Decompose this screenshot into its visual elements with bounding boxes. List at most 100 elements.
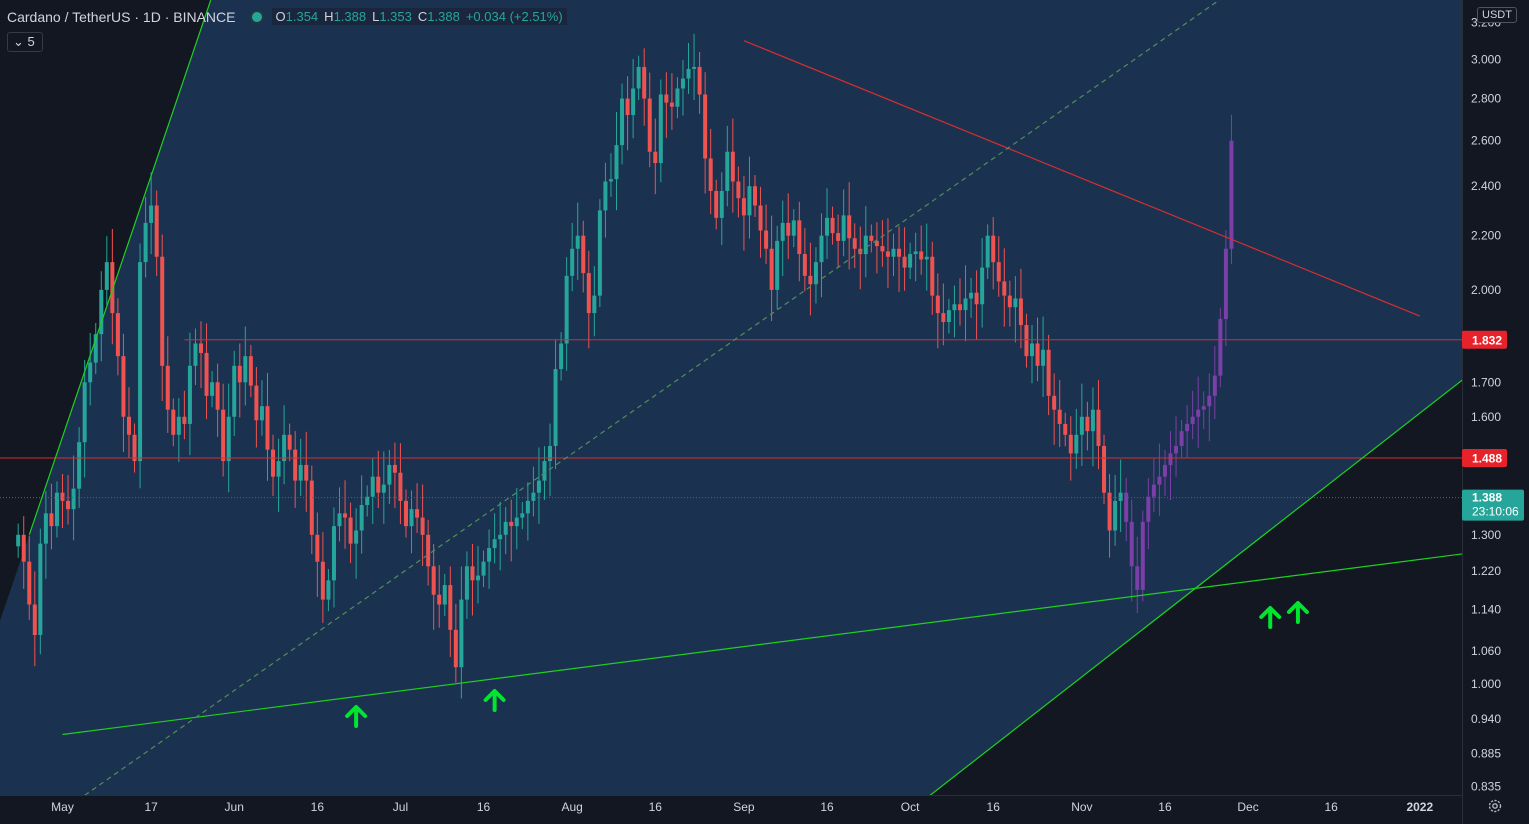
candle[interactable]: [503, 506, 508, 555]
candle[interactable]: [797, 201, 802, 282]
candle[interactable]: [315, 512, 320, 597]
candle[interactable]: [548, 423, 553, 497]
candle[interactable]: [448, 566, 453, 657]
candle[interactable]: [708, 128, 713, 215]
candle[interactable]: [387, 449, 392, 504]
candle[interactable]: [1146, 478, 1151, 550]
trendline[interactable]: [62, 551, 1483, 736]
candle[interactable]: [1185, 405, 1190, 459]
candle[interactable]: [149, 172, 154, 255]
candle[interactable]: [736, 166, 741, 218]
candle[interactable]: [71, 455, 76, 541]
candle[interactable]: [77, 427, 82, 508]
candle[interactable]: [924, 223, 929, 291]
candle[interactable]: [730, 118, 735, 213]
candle[interactable]: [293, 431, 298, 508]
candle[interactable]: [1151, 458, 1156, 513]
candle[interactable]: [1135, 536, 1140, 614]
candle[interactable]: [193, 328, 198, 386]
candle[interactable]: [376, 450, 381, 509]
candle[interactable]: [1085, 401, 1090, 451]
candle[interactable]: [791, 209, 796, 248]
candle[interactable]: [437, 565, 442, 628]
candle[interactable]: [564, 257, 569, 371]
candle[interactable]: [276, 438, 281, 512]
candle[interactable]: [830, 206, 835, 245]
candle[interactable]: [442, 573, 447, 617]
candle[interactable]: [813, 247, 818, 304]
candle[interactable]: [642, 48, 647, 126]
candle[interactable]: [309, 465, 314, 555]
candle[interactable]: [719, 172, 724, 246]
candle[interactable]: [298, 439, 303, 496]
candle[interactable]: [254, 366, 259, 448]
candle[interactable]: [1063, 412, 1068, 447]
candle[interactable]: [110, 229, 115, 345]
candle[interactable]: [669, 73, 674, 130]
candle[interactable]: [1074, 408, 1079, 469]
candle[interactable]: [459, 566, 464, 699]
candle[interactable]: [431, 543, 436, 630]
candle[interactable]: [647, 72, 652, 168]
candle[interactable]: [935, 273, 940, 349]
candle[interactable]: [21, 516, 26, 589]
candle[interactable]: [121, 333, 126, 452]
candle[interactable]: [1157, 443, 1162, 516]
candle[interactable]: [980, 238, 985, 328]
candle[interactable]: [237, 343, 242, 418]
candle[interactable]: [1113, 474, 1118, 546]
candle[interactable]: [808, 242, 813, 316]
candle[interactable]: [1018, 268, 1023, 349]
candle[interactable]: [331, 507, 336, 608]
candle[interactable]: [182, 390, 187, 440]
candle[interactable]: [714, 179, 719, 230]
candle[interactable]: [1124, 477, 1129, 542]
candle[interactable]: [575, 202, 580, 280]
candle[interactable]: [93, 322, 98, 375]
candle[interactable]: [969, 277, 974, 318]
candle[interactable]: [741, 175, 746, 251]
candle[interactable]: [492, 513, 497, 564]
candle[interactable]: [897, 226, 902, 292]
trendline[interactable]: [63, 0, 1249, 811]
candle[interactable]: [476, 546, 480, 604]
candle[interactable]: [891, 233, 896, 277]
candle[interactable]: [359, 475, 364, 554]
candle[interactable]: [509, 499, 514, 562]
candle[interactable]: [753, 174, 757, 217]
candle[interactable]: [138, 243, 143, 489]
candle[interactable]: [991, 217, 996, 290]
candle[interactable]: [775, 225, 780, 310]
candle[interactable]: [1096, 380, 1101, 470]
candle[interactable]: [326, 569, 331, 612]
candle[interactable]: [869, 224, 874, 253]
candle[interactable]: [49, 483, 54, 550]
candle[interactable]: [1041, 316, 1046, 397]
candle[interactable]: [1090, 387, 1095, 467]
candle[interactable]: [16, 523, 21, 558]
candle[interactable]: [104, 236, 109, 306]
up-arrow-icon[interactable]: [483, 689, 506, 712]
trendline[interactable]: [743, 40, 1421, 317]
candle[interactable]: [1030, 324, 1034, 384]
candle[interactable]: [99, 271, 104, 362]
candle[interactable]: [559, 332, 564, 381]
trendline[interactable]: [910, 365, 1482, 811]
candle[interactable]: [1218, 307, 1223, 388]
candle[interactable]: [165, 336, 170, 433]
candle[interactable]: [1035, 317, 1040, 382]
candle[interactable]: [171, 398, 176, 447]
candle[interactable]: [819, 213, 824, 298]
candle[interactable]: [343, 480, 348, 549]
candle[interactable]: [996, 236, 1001, 297]
candle[interactable]: [27, 535, 32, 620]
candle[interactable]: [259, 380, 264, 436]
candle[interactable]: [1052, 373, 1057, 445]
time-axis[interactable]: [0, 795, 1462, 824]
candle[interactable]: [963, 265, 968, 342]
candle[interactable]: [1079, 383, 1084, 466]
candle[interactable]: [271, 434, 276, 496]
candle[interactable]: [487, 529, 492, 589]
candle[interactable]: [1168, 431, 1173, 501]
candle[interactable]: [1046, 334, 1051, 416]
